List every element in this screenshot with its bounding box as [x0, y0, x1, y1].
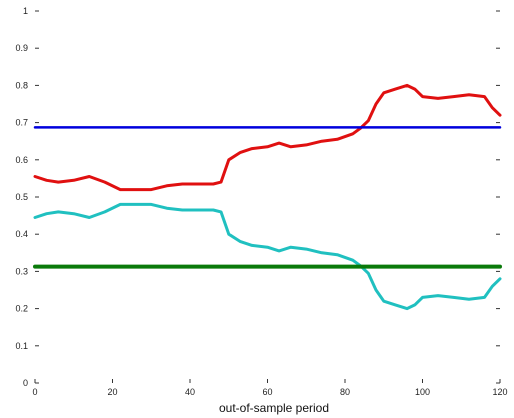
y-tick-label: 0	[23, 378, 28, 388]
x-tick-label: 40	[185, 387, 195, 397]
x-tick-label: 80	[340, 387, 350, 397]
y-tick-label: 0.5	[15, 192, 28, 202]
series-line-1	[33, 83, 502, 192]
x-tick-label: 60	[262, 387, 272, 397]
x-tick-label: 120	[492, 387, 507, 397]
series-line-2	[33, 202, 502, 311]
y-tick-label: 0.1	[15, 341, 28, 351]
x-tick-label: 20	[107, 387, 117, 397]
tick-labels: 0 0.1 0.2 0.3 0.4 0.5 0.6 0.7 0.8 0.9 1 0 20 40 60 80 10…	[15, 6, 507, 397]
y-tick-label: 0.7	[15, 118, 28, 128]
axis-ticks	[34, 10, 501, 384]
y-tick-label: 0.9	[15, 43, 28, 53]
y-tick-label: 0.4	[15, 229, 28, 239]
y-tick-label: 0.6	[15, 155, 28, 165]
x-axis-label: out-of-sample period	[219, 401, 329, 415]
y-tick-label: 0.8	[15, 80, 28, 90]
y-tick-label: 0.2	[15, 304, 28, 314]
series-layer	[33, 83, 502, 311]
x-tick-label: 100	[415, 387, 430, 397]
y-tick-label: 0.3	[15, 266, 28, 276]
x-tick-label: 0	[32, 387, 37, 397]
y-tick-label: 1	[23, 6, 28, 16]
